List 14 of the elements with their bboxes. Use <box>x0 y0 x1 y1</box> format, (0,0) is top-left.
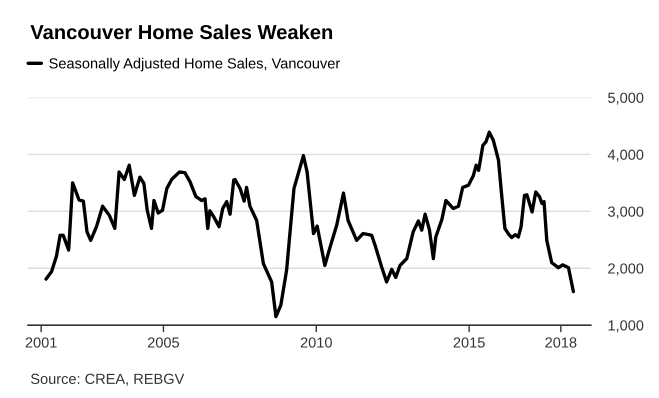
x-tick-label: 2010 <box>300 337 332 348</box>
y-tick-label: 3,000 <box>608 206 644 218</box>
line-series <box>44 130 576 318</box>
x-tick-label: 2005 <box>148 337 180 348</box>
legend-label: Seasonally Adjusted Home Sales, Vancouver <box>49 58 340 72</box>
x-tick-label: 2001 <box>26 337 57 348</box>
y-tick-label: 5,000 <box>608 92 644 105</box>
source-note: Source: CREA, REBGV <box>30 374 184 386</box>
y-tick-label: 1,000 <box>608 320 644 332</box>
chart-title: Vancouver Home Sales Weaken <box>30 24 332 40</box>
y-tick-label: 2,000 <box>608 263 644 276</box>
x-tick-label: 2015 <box>454 337 485 348</box>
x-tick-label: 2018 <box>545 337 576 348</box>
y-tick-label: 4,000 <box>608 150 644 162</box>
